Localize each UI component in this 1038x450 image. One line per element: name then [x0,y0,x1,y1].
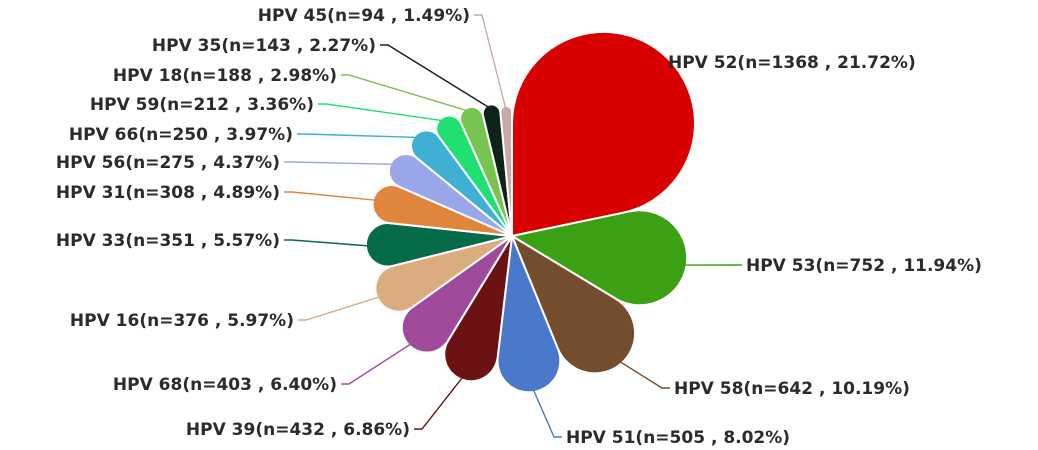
leader-line-hpv-31 [284,191,378,201]
slice-label-hpv-33: HPV 33(n=351 , 5.57%) [56,231,280,251]
leader-lines-group [284,14,742,438]
slice-label-hpv-66: HPV 66(n=250 , 3.97%) [69,125,293,145]
leader-line-hpv-59 [318,103,445,122]
slice-label-hpv-58: HPV 58(n=642 , 10.19%) [674,379,910,399]
petal-hpv-51 [496,235,562,394]
leader-line-hpv-16 [298,295,382,321]
petal-hpv-66 [410,129,513,237]
leader-line-hpv-18 [341,74,470,112]
slice-label-hpv-52: HPV 52(n=1368 , 21.72%) [668,53,916,73]
slice-label-hpv-16: HPV 16(n=376 , 5.97%) [70,311,294,331]
leader-line-hpv-66 [297,133,419,139]
leader-line-hpv-56 [284,161,395,165]
petal-hpv-68 [400,235,513,354]
slice-label-hpv-68: HPV 68(n=403 , 6.40%) [113,375,337,395]
petals-group [364,30,696,394]
petal-hpv-52 [511,30,696,238]
leader-line-hpv-45 [474,14,507,111]
leader-line-hpv-51 [531,387,562,438]
slice-label-hpv-53: HPV 53(n=752 , 11.94%) [746,256,982,276]
petal-hpv-39 [443,235,513,383]
leader-line-hpv-58 [618,360,670,389]
slice-label-hpv-56: HPV 56(n=275 , 4.37%) [56,153,280,173]
slice-label-hpv-18: HPV 18(n=188 , 2.98%) [113,66,337,86]
leader-line-hpv-39 [414,375,465,430]
leader-line-hpv-52 [654,55,664,63]
petal-hpv-45 [499,104,513,237]
labels-group: HPV 52(n=1368 , 21.72%) HPV 53(n=752 , 11… [56,6,982,448]
petal-hpv-56 [387,153,513,237]
leader-line-hpv-33 [284,239,370,247]
slice-label-hpv-45: HPV 45(n=94 , 1.49%) [258,6,470,26]
petal-hpv-58 [509,233,637,375]
slice-label-hpv-59: HPV 59(n=212 , 3.36%) [90,95,314,115]
slice-label-hpv-35: HPV 35(n=143 , 2.27%) [152,36,376,56]
leader-line-hpv-35 [380,44,492,110]
slice-label-hpv-31: HPV 31(n=308 , 4.89%) [56,183,280,203]
slice-label-hpv-39: HPV 39(n=432 , 6.86%) [186,420,410,440]
leader-line-hpv-68 [341,342,413,385]
slice-label-hpv-51: HPV 51(n=505 , 8.02%) [566,428,790,448]
